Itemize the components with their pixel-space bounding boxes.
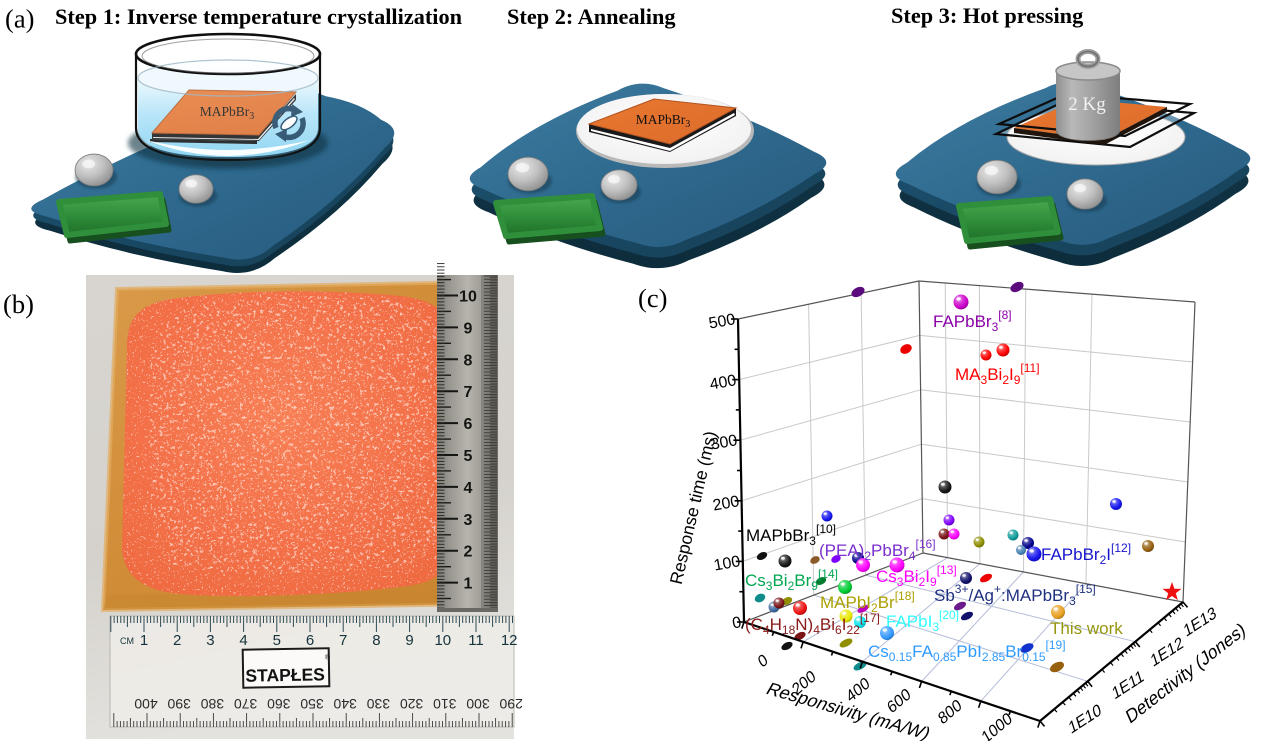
svg-text:STAPŁES: STAPŁES: [245, 664, 325, 685]
svg-text:400: 400: [708, 372, 737, 393]
svg-text:0: 0: [731, 614, 743, 632]
svg-text:10: 10: [434, 632, 451, 649]
svg-text:300: 300: [709, 432, 738, 453]
svg-text:390: 390: [167, 696, 191, 712]
svg-text:9: 9: [405, 632, 413, 649]
svg-text:370: 370: [234, 696, 258, 712]
svg-text:340: 340: [333, 696, 357, 712]
svg-text:500: 500: [707, 311, 736, 332]
svg-text:Cs0.15FA0.85PbI2.85Br0.15[19]: Cs0.15FA0.85PbI2.85Br0.15[19]: [868, 638, 1066, 664]
svg-text:310: 310: [433, 696, 457, 712]
svg-text:380: 380: [201, 696, 225, 712]
svg-text:2 Kg: 2 Kg: [1068, 94, 1106, 115]
svg-text:10: 10: [459, 289, 477, 306]
svg-text:Sb3+/Ag+:MAPbBr3[15]: Sb3+/Ag+:MAPbBr3[15]: [934, 582, 1096, 608]
svg-text:330: 330: [367, 696, 391, 712]
svg-text:This work: This work: [1050, 619, 1123, 638]
svg-text:8: 8: [372, 632, 380, 649]
svg-text:12: 12: [501, 632, 518, 649]
svg-text:FAPbI3[20]: FAPbI3[20]: [886, 608, 959, 634]
svg-text:(c): (c): [638, 283, 667, 313]
svg-text:2: 2: [173, 632, 181, 649]
svg-text:FAPbBr2I[12]: FAPbBr2I[12]: [1041, 541, 1131, 567]
svg-text:3: 3: [464, 512, 473, 529]
svg-text:CM: CM: [120, 636, 134, 646]
svg-text:MAPbBr3[10]: MAPbBr3[10]: [746, 522, 836, 548]
svg-text:320: 320: [400, 696, 424, 712]
svg-text:5: 5: [273, 632, 281, 649]
svg-text:Step 3: Hot pressing: Step 3: Hot pressing: [891, 3, 1083, 28]
svg-text:1: 1: [464, 576, 473, 593]
svg-text:FAPbBr3[8]: FAPbBr3[8]: [933, 308, 1012, 334]
svg-text:MA3Bi2I9[11]: MA3Bi2I9[11]: [955, 361, 1040, 387]
svg-text:(b): (b): [3, 289, 34, 319]
svg-text:7: 7: [339, 632, 347, 649]
svg-text:(C4H18N)4Bi6I22[17]: (C4H18N)4Bi6I22[17]: [745, 611, 880, 637]
svg-text:360: 360: [267, 696, 291, 712]
svg-text:9: 9: [464, 320, 473, 337]
svg-text:6: 6: [464, 416, 473, 433]
svg-text:8: 8: [464, 352, 473, 369]
svg-text:3: 3: [206, 632, 214, 649]
svg-text:11: 11: [468, 632, 484, 649]
svg-text:Cs3Bi2I9[13]: Cs3Bi2I9[13]: [876, 563, 957, 589]
svg-text:®: ®: [325, 653, 331, 661]
svg-text:(a): (a): [5, 4, 34, 34]
svg-text:100: 100: [712, 553, 741, 574]
svg-text:350: 350: [300, 696, 324, 712]
svg-text:200: 200: [711, 493, 740, 514]
svg-text:300: 300: [466, 696, 490, 712]
svg-text:6: 6: [306, 632, 314, 649]
svg-text:290: 290: [499, 696, 523, 712]
svg-text:5: 5: [464, 448, 473, 465]
svg-text:Cs3Bi2Br9[14]: Cs3Bi2Br9[14]: [745, 567, 838, 593]
svg-text:400: 400: [134, 696, 158, 712]
svg-text:7: 7: [464, 384, 473, 401]
svg-text:2: 2: [464, 544, 473, 561]
svg-text:Step 2: Annealing: Step 2: Annealing: [507, 4, 676, 29]
svg-text:MAPbI2Br[18]: MAPbI2Br[18]: [820, 589, 915, 615]
svg-text:MAPbBr3: MAPbBr3: [636, 112, 691, 130]
svg-text:Step 1: Inverse temperature cr: Step 1: Inverse temperature crystallizat…: [55, 4, 463, 29]
svg-text:(PEA)2PbBr4[16]: (PEA)2PbBr4[16]: [819, 537, 936, 563]
svg-text:4: 4: [239, 632, 247, 649]
svg-text:1: 1: [140, 632, 148, 649]
svg-text:4: 4: [464, 480, 473, 497]
